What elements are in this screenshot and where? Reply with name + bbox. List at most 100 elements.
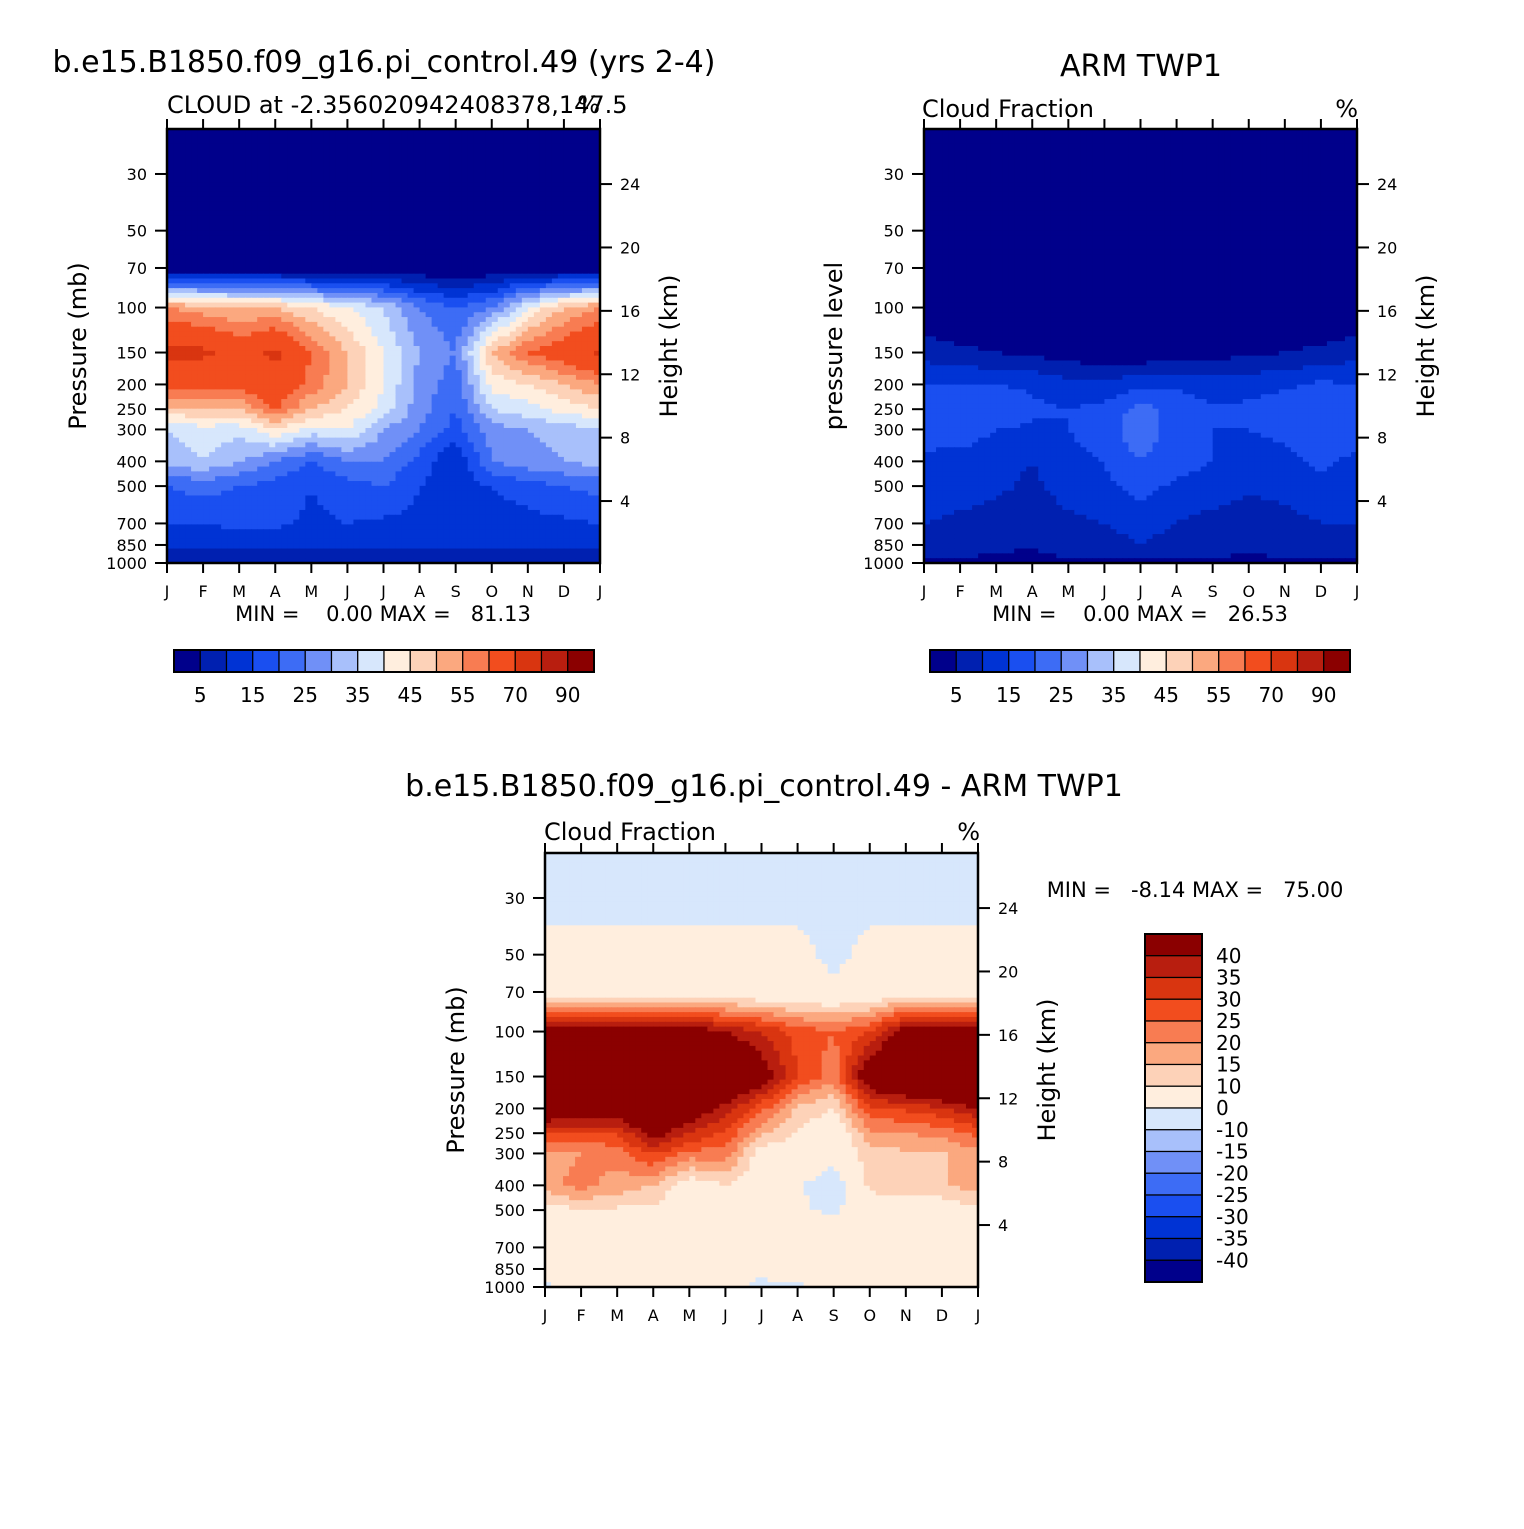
contour-cell [359, 274, 366, 279]
contour-cell [269, 211, 276, 216]
contour-cell [528, 433, 535, 438]
contour-cell [486, 365, 493, 370]
contour-cell [305, 327, 312, 332]
contour-cell [209, 254, 216, 259]
contour-cell [305, 356, 312, 361]
contour-cell [347, 158, 354, 163]
contour-cell [287, 414, 294, 419]
contour-cell [528, 303, 535, 308]
contour-cell [209, 394, 216, 399]
contour-cell [173, 197, 180, 202]
contour-cell [534, 139, 541, 144]
contour-cell [396, 298, 403, 303]
contour-cell [390, 312, 397, 317]
contour-cell [396, 418, 403, 423]
contour-cell [510, 438, 517, 443]
contour-cell [450, 230, 457, 235]
contour-cell [558, 134, 565, 139]
contour-cell [456, 182, 463, 187]
contour-cell [588, 172, 595, 177]
contour-cell [323, 211, 330, 216]
contour-cell [299, 418, 306, 423]
contour-cell [516, 351, 523, 356]
contour-cell [522, 346, 529, 351]
contour-cell [173, 438, 180, 443]
contour-cell [492, 414, 499, 419]
contour-cell [335, 153, 342, 158]
contour-cell [540, 240, 547, 245]
contour-cell [359, 235, 366, 240]
contour-cell [347, 433, 354, 438]
contour-cell [492, 269, 499, 274]
contour-cell [462, 293, 469, 298]
contour-cell [468, 414, 475, 419]
contour-cell [359, 134, 366, 139]
contour-cell [365, 307, 372, 312]
contour-cell [450, 346, 457, 351]
contour-cell [498, 433, 505, 438]
contour-cell [287, 274, 294, 279]
contour-cell [492, 307, 499, 312]
contour-cell [468, 206, 475, 211]
contour-cell [239, 322, 246, 327]
contour-cell [534, 182, 541, 187]
contour-cell [233, 404, 240, 409]
contour-cell [221, 298, 228, 303]
contour-cell [251, 172, 258, 177]
contour-cell [516, 428, 523, 433]
contour-cell [221, 327, 228, 332]
contour-cell [474, 245, 481, 250]
contour-cell [197, 327, 204, 332]
contour-cell [522, 216, 529, 221]
contour-cell [492, 385, 499, 390]
contour-cell [299, 235, 306, 240]
contour-cell [582, 380, 589, 385]
contour-cell [558, 182, 565, 187]
contour-cell [558, 177, 565, 182]
contour-cell [263, 428, 270, 433]
contour-cell [377, 346, 384, 351]
contour-cell [227, 380, 234, 385]
contour-cell [402, 327, 409, 332]
contour-cell [570, 172, 577, 177]
contour-cell [191, 303, 198, 308]
contour-cell [287, 235, 294, 240]
contour-cell [414, 269, 421, 274]
contour-cell [414, 399, 421, 404]
contour-cell [468, 240, 475, 245]
contour-cell [281, 394, 288, 399]
contour-cell [329, 332, 336, 337]
contour-cell [456, 307, 463, 312]
contour-cell [203, 168, 210, 173]
contour-cell [420, 303, 427, 308]
contour-cell [227, 259, 234, 264]
contour-cell [582, 177, 589, 182]
contour-cell [287, 278, 294, 283]
contour-cell [516, 370, 523, 375]
contour-cell [438, 283, 445, 288]
contour-cell [474, 172, 481, 177]
contour-cell [173, 148, 180, 153]
contour-cell [468, 177, 475, 182]
contour-cell [359, 293, 366, 298]
contour-cell [426, 346, 433, 351]
contour-cell [474, 197, 481, 202]
contour-cell [534, 322, 541, 327]
contour-cell [426, 283, 433, 288]
contour-cell [257, 303, 264, 308]
contour-cell [317, 307, 324, 312]
contour-cell [408, 192, 415, 197]
contour-cell [293, 423, 300, 428]
contour-cell [450, 327, 457, 332]
contour-cell [588, 375, 595, 380]
contour-cell [492, 380, 499, 385]
contour-cell [281, 346, 288, 351]
contour-cell [281, 197, 288, 202]
contour-cell [384, 346, 391, 351]
contour-cell [287, 250, 294, 255]
contour-cell [287, 143, 294, 148]
contour-cell [588, 216, 595, 221]
contour-cell [480, 187, 487, 192]
contour-cell [558, 317, 565, 322]
contour-cell [444, 438, 451, 443]
